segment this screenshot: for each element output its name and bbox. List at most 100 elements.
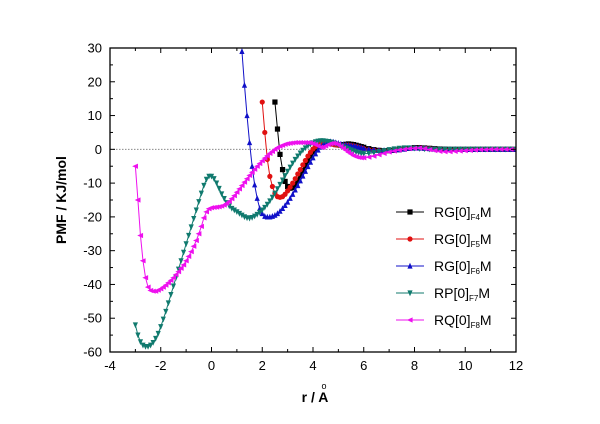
data-point-RG[0]F6M: [302, 168, 308, 174]
x-tick-label: 6: [360, 358, 367, 373]
data-point-RG[0]F6M: [246, 139, 253, 146]
data-point-RG[0]F6M: [295, 182, 301, 189]
data-point-RG[0]F6M: [305, 163, 311, 170]
data-point-RP[0]F7M: [216, 185, 222, 192]
data-point-RQ[0]F8M: [477, 147, 484, 153]
data-point-RQ[0]F8M: [162, 282, 169, 288]
data-point-RG[0]F5M: [267, 173, 273, 179]
data-point-RP[0]F7M: [442, 146, 448, 153]
data-point-RG[0]F6M: [285, 198, 291, 205]
data-point-RP[0]F7M: [234, 209, 240, 216]
data-point-RQ[0]F8M: [360, 155, 367, 161]
data-point-RP[0]F7M: [193, 207, 199, 214]
data-point-RQ[0]F8M: [236, 186, 243, 192]
data-point-RP[0]F7M: [272, 190, 278, 197]
data-point-RQ[0]F8M: [385, 149, 392, 155]
data-point-RQ[0]F8M: [170, 275, 177, 281]
data-point-RQ[0]F8M: [198, 223, 204, 229]
y-tick-label: 0: [95, 142, 102, 157]
data-point-RP[0]F7M: [302, 145, 308, 152]
data-point-RG[0]F4M: [300, 168, 306, 174]
data-point-RP[0]F7M: [262, 204, 268, 211]
x-tick-label: 8: [411, 358, 418, 373]
plot-content: [110, 48, 516, 350]
data-point-RQ[0]F8M: [401, 146, 407, 152]
legend: RG[0]F4M RG[0]F5M RG[0]F6M RP[0]F7M RQ[0]F8M: [396, 204, 492, 330]
data-point-RQ[0]F8M: [327, 140, 334, 147]
data-point-RG[0]F4M: [272, 99, 278, 105]
data-point-RP[0]F7M: [371, 150, 377, 156]
data-point-RG[0]F5M: [287, 184, 293, 190]
x-tick-label: 2: [259, 358, 266, 373]
data-point-RQ[0]F8M: [142, 275, 149, 281]
series-line-RG[0]F6M: [241, 51, 516, 218]
data-point-RG[0]F4M: [295, 177, 301, 184]
data-point-RP[0]F7M: [381, 148, 387, 154]
data-point-RP[0]F7M: [274, 186, 281, 193]
data-point-RP[0]F7M: [287, 164, 293, 171]
data-point-RQ[0]F8M: [200, 215, 207, 221]
data-point-RQ[0]F8M: [467, 147, 473, 153]
data-point-RG[0]F6M: [277, 207, 283, 214]
series-RG[0]F6M: [239, 48, 516, 220]
y-tick-label: -50: [83, 311, 102, 326]
data-point-RQ[0]F8M: [132, 163, 138, 169]
y-tick-label: -60: [83, 345, 102, 360]
series-RQ[0]F8M: [132, 139, 516, 294]
data-point-RQ[0]F8M: [238, 182, 245, 189]
data-point-RP[0]F7M: [188, 224, 194, 231]
data-point-RG[0]F6M: [297, 177, 303, 184]
data-point-RQ[0]F8M: [365, 154, 372, 160]
data-point-RQ[0]F8M: [431, 148, 438, 154]
data-point-RP[0]F7M: [229, 205, 235, 212]
data-point-RQ[0]F8M: [144, 284, 151, 290]
data-point-RG[0]F6M: [244, 112, 250, 119]
data-point-RG[0]F4M: [292, 182, 298, 188]
data-point-RP[0]F7M: [391, 146, 397, 153]
data-point-RP[0]F7M: [163, 308, 169, 315]
data-point-RP[0]F7M: [300, 147, 306, 154]
data-point-RQ[0]F8M: [289, 140, 296, 146]
data-point-RP[0]F7M: [160, 316, 166, 323]
data-point-RP[0]F7M: [213, 180, 220, 187]
x-axis-title: r / A o: [302, 381, 329, 405]
data-point-RG[0]F6M: [307, 158, 314, 165]
data-point-RP[0]F7M: [437, 146, 443, 153]
data-point-RQ[0]F8M: [208, 205, 215, 211]
legend-marker: [407, 209, 413, 215]
data-point-RP[0]F7M: [239, 212, 245, 219]
data-point-RQ[0]F8M: [243, 176, 250, 182]
data-point-RQ[0]F8M: [462, 148, 468, 154]
data-point-RQ[0]F8M: [406, 146, 413, 152]
data-point-RP[0]F7M: [132, 322, 138, 329]
data-point-RQ[0]F8M: [134, 197, 141, 203]
x-tick-label: 10: [458, 358, 472, 373]
data-point-RQ[0]F8M: [436, 148, 443, 154]
data-point-RP[0]F7M: [219, 191, 225, 198]
data-point-RP[0]F7M: [282, 173, 288, 179]
data-point-RP[0]F7M: [267, 198, 273, 205]
plot-frame: [109, 47, 517, 353]
y-tick-label: -10: [83, 176, 102, 191]
data-point-RQ[0]F8M: [259, 158, 265, 164]
data-point-RG[0]F5M: [269, 183, 275, 190]
data-point-RQ[0]F8M: [416, 145, 423, 151]
data-point-RP[0]F7M: [269, 194, 275, 201]
data-point-RQ[0]F8M: [261, 155, 268, 161]
data-point-RQ[0]F8M: [213, 204, 220, 210]
data-point-RG[0]F5M: [259, 99, 265, 105]
data-point-RG[0]F6M: [272, 212, 278, 218]
data-point-RQ[0]F8M: [175, 269, 182, 275]
data-point-RQ[0]F8M: [497, 146, 504, 152]
data-point-RG[0]F6M: [282, 202, 288, 209]
data-point-RP[0]F7M: [155, 330, 161, 337]
data-point-RP[0]F7M: [386, 147, 392, 153]
data-point-RQ[0]F8M: [370, 153, 377, 159]
data-point-RP[0]F7M: [305, 143, 311, 150]
data-point-RG[0]F6M: [254, 195, 260, 201]
data-point-RQ[0]F8M: [286, 140, 293, 146]
data-point-RP[0]F7M: [452, 146, 458, 153]
data-point-RQ[0]F8M: [137, 232, 144, 239]
